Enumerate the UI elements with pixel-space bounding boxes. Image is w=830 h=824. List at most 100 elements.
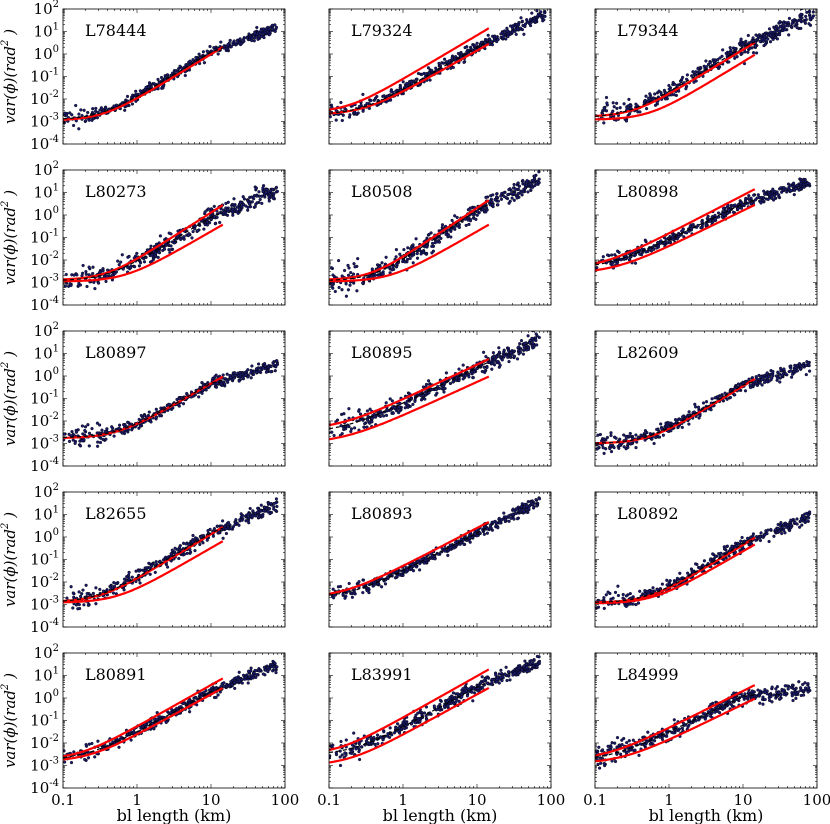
data-point bbox=[380, 261, 384, 265]
data-point bbox=[80, 424, 84, 428]
panel-L82609: L82609 bbox=[594, 330, 818, 467]
data-point bbox=[739, 206, 744, 210]
data-point bbox=[627, 112, 632, 116]
data-point bbox=[112, 434, 116, 438]
data-point bbox=[193, 224, 197, 228]
data-point bbox=[501, 35, 505, 39]
data-point bbox=[652, 247, 656, 251]
data-point bbox=[254, 186, 258, 190]
data-point bbox=[434, 66, 438, 70]
data-point bbox=[514, 32, 518, 36]
data-point bbox=[271, 27, 275, 31]
data-point bbox=[721, 48, 725, 52]
data-point bbox=[231, 374, 235, 378]
data-point bbox=[783, 24, 787, 28]
data-point bbox=[535, 9, 539, 13]
tick-base: 10 bbox=[34, 367, 53, 385]
data-point bbox=[438, 63, 442, 68]
data-point bbox=[644, 250, 648, 254]
data-point bbox=[664, 237, 668, 241]
data-point bbox=[266, 25, 270, 29]
data-point bbox=[729, 51, 733, 55]
data-point bbox=[727, 60, 731, 64]
data-point bbox=[473, 44, 477, 48]
data-point bbox=[700, 226, 704, 230]
data-point bbox=[260, 194, 264, 198]
y-tick-label: 10-4 bbox=[30, 295, 59, 314]
data-point bbox=[259, 29, 263, 33]
data-point bbox=[372, 412, 376, 416]
tick-base: 10 bbox=[34, 0, 53, 18]
data-point bbox=[723, 391, 727, 395]
y-tick-label: 102 bbox=[34, 0, 59, 18]
data-point bbox=[457, 379, 461, 383]
data-point bbox=[672, 82, 677, 86]
data-point bbox=[200, 381, 204, 385]
data-point bbox=[733, 56, 737, 60]
data-point bbox=[502, 348, 506, 352]
data-point bbox=[189, 390, 194, 394]
data-point bbox=[430, 251, 434, 255]
data-point bbox=[91, 265, 95, 269]
data-point bbox=[64, 272, 68, 277]
data-point bbox=[257, 366, 261, 370]
model-line bbox=[595, 41, 756, 117]
data-point bbox=[430, 244, 434, 248]
data-point bbox=[804, 14, 808, 18]
data-point bbox=[382, 414, 386, 418]
tick-base: 10 bbox=[30, 390, 49, 408]
data-point bbox=[248, 37, 252, 42]
data-point bbox=[186, 234, 190, 238]
data-point bbox=[408, 256, 412, 261]
ylabel-main: var(ϕ)(rad bbox=[1, 207, 19, 285]
data-point bbox=[472, 370, 477, 374]
data-point bbox=[206, 207, 211, 211]
panel-title: L78444 bbox=[85, 21, 147, 40]
data-point bbox=[736, 207, 740, 211]
model-line bbox=[63, 211, 224, 281]
data-point bbox=[752, 193, 756, 197]
data-point bbox=[684, 87, 688, 91]
data-point bbox=[388, 397, 392, 401]
data-point bbox=[270, 23, 274, 27]
data-point bbox=[370, 420, 374, 424]
data-point bbox=[733, 46, 737, 51]
tick-base: 10 bbox=[34, 45, 53, 63]
data-point bbox=[456, 51, 460, 56]
data-point bbox=[771, 187, 775, 191]
data-point bbox=[522, 345, 526, 349]
data-point bbox=[634, 102, 638, 106]
data-point bbox=[657, 89, 661, 93]
data-point bbox=[611, 101, 615, 105]
data-point bbox=[755, 196, 759, 200]
data-point bbox=[759, 195, 764, 200]
data-point bbox=[179, 237, 183, 241]
data-point bbox=[121, 267, 125, 271]
data-point bbox=[451, 380, 455, 384]
data-point bbox=[384, 413, 389, 417]
data-point bbox=[83, 428, 87, 433]
data-point bbox=[453, 214, 457, 218]
data-point bbox=[73, 441, 77, 445]
data-point bbox=[167, 248, 171, 252]
model-line bbox=[63, 379, 223, 438]
data-point bbox=[787, 33, 791, 37]
tick-exponent: -1 bbox=[49, 67, 59, 78]
data-point bbox=[455, 215, 459, 220]
data-point bbox=[531, 178, 535, 182]
data-point bbox=[516, 181, 520, 185]
data-point bbox=[787, 185, 791, 189]
data-point bbox=[491, 351, 495, 355]
data-point bbox=[104, 106, 108, 110]
data-point bbox=[134, 92, 138, 97]
data-point bbox=[346, 273, 351, 277]
data-point bbox=[257, 362, 261, 366]
data-point bbox=[161, 248, 165, 253]
data-point bbox=[496, 203, 500, 207]
data-point bbox=[252, 197, 256, 201]
data-point bbox=[349, 427, 354, 431]
data-point bbox=[772, 30, 777, 34]
data-point bbox=[202, 227, 206, 231]
panel-title: L80898 bbox=[617, 182, 679, 201]
